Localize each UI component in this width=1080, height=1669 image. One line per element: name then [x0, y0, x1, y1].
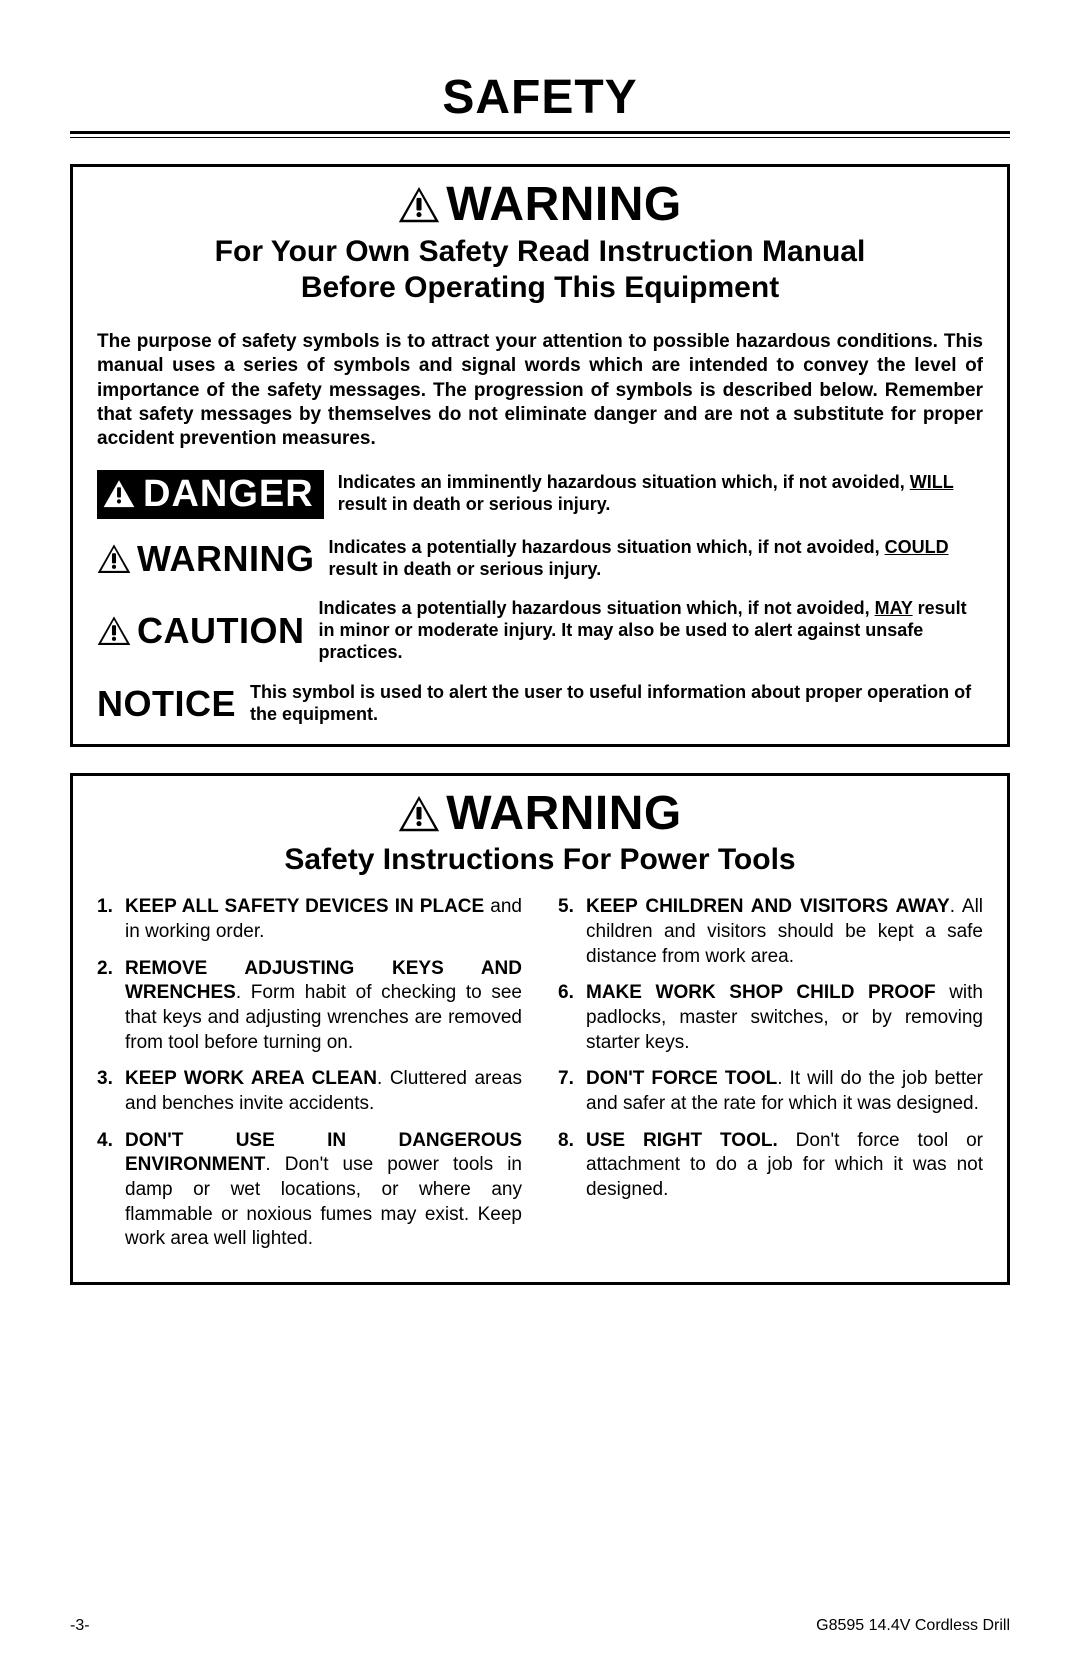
danger-desc: Indicates an imminently hazardous situat…: [338, 472, 983, 516]
warning-desc: Indicates a potentially hazardous situat…: [329, 537, 984, 581]
sub-heading-line2: Before Operating This Equipment: [97, 270, 983, 306]
alert-triangle-icon: [398, 795, 440, 833]
caution-label-box: CAUTION: [97, 610, 305, 652]
item-body: KEEP CHILDREN AND VISITORS AWAY. All chi…: [586, 895, 983, 969]
item-number: 6.: [558, 981, 586, 1055]
power-tools-box: WARNING Safety Instructions For Power To…: [70, 773, 1010, 1285]
item-lead: KEEP CHILDREN AND VISITORS AWAY: [586, 896, 950, 917]
instruction-item: 7.DON'T FORCE TOOL. It will do the job b…: [558, 1067, 983, 1116]
notice-desc: This symbol is used to alert the user to…: [250, 682, 983, 726]
warning-header-2: WARNING: [97, 786, 983, 841]
sub-heading-line1: For Your Own Safety Read Instruction Man…: [97, 234, 983, 270]
warning-row: WARNING Indicates a potentially hazardou…: [97, 537, 983, 581]
warning-label: WARNING: [137, 538, 315, 580]
item-body: USE RIGHT TOOL. Don't force tool or atta…: [586, 1129, 983, 1203]
warning-word: WARNING: [446, 177, 681, 232]
sub-heading: For Your Own Safety Read Instruction Man…: [97, 234, 983, 306]
item-body: MAKE WORK SHOP CHILD PROOF with padlocks…: [586, 981, 983, 1055]
left-column: 1.KEEP ALL SAFETY DEVICES IN PLACE and i…: [97, 895, 522, 1264]
item-number: 8.: [558, 1129, 586, 1203]
instruction-item: 5.KEEP CHILDREN AND VISITORS AWAY. All c…: [558, 895, 983, 969]
page-number: -3-: [70, 1617, 90, 1635]
item-lead: KEEP ALL SAFETY DEVICES IN PLACE: [125, 896, 484, 917]
alert-triangle-icon: [97, 615, 131, 647]
item-lead: KEEP WORK AREA CLEAN: [125, 1068, 377, 1089]
safety-symbols-box: WARNING For Your Own Safety Read Instruc…: [70, 164, 1010, 747]
item-body: KEEP ALL SAFETY DEVICES IN PLACE and in …: [125, 895, 522, 944]
caution-desc: Indicates a potentially hazardous situat…: [319, 598, 984, 664]
power-tools-heading: Safety Instructions For Power Tools: [97, 843, 983, 877]
instruction-columns: 1.KEEP ALL SAFETY DEVICES IN PLACE and i…: [97, 895, 983, 1264]
item-number: 1.: [97, 895, 125, 944]
alert-triangle-icon: [398, 186, 440, 224]
item-number: 3.: [97, 1067, 125, 1116]
notice-label: NOTICE: [97, 683, 236, 725]
item-lead: USE RIGHT TOOL.: [586, 1130, 778, 1151]
danger-row: DANGER Indicates an imminently hazardous…: [97, 470, 983, 519]
caution-label: CAUTION: [137, 610, 305, 652]
item-lead: DON'T FORCE TOOL: [586, 1068, 777, 1089]
caution-row: CAUTION Indicates a potentially hazardou…: [97, 598, 983, 664]
item-body: DON'T FORCE TOOL. It will do the job bet…: [586, 1067, 983, 1116]
instruction-item: 1.KEEP ALL SAFETY DEVICES IN PLACE and i…: [97, 895, 522, 944]
title-rule: [70, 131, 1010, 138]
instruction-item: 3.KEEP WORK AREA CLEAN. Cluttered areas …: [97, 1067, 522, 1116]
instruction-item: 4.DON'T USE IN DANGEROUS ENVIRONMENT. Do…: [97, 1129, 522, 1252]
doc-id: G8595 14.4V Cordless Drill: [816, 1617, 1010, 1635]
warning-label-box: WARNING: [97, 538, 315, 580]
item-body: KEEP WORK AREA CLEAN. Cluttered areas an…: [125, 1067, 522, 1116]
item-lead: MAKE WORK SHOP CHILD PROOF: [586, 982, 936, 1003]
item-number: 4.: [97, 1129, 125, 1252]
warning-header: WARNING: [97, 177, 983, 232]
item-number: 5.: [558, 895, 586, 969]
instruction-item: 8.USE RIGHT TOOL. Don't force tool or at…: [558, 1129, 983, 1203]
alert-triangle-icon: [97, 543, 131, 575]
item-number: 2.: [97, 957, 125, 1056]
page-title: SAFETY: [70, 70, 1010, 125]
page-footer: -3- G8595 14.4V Cordless Drill: [70, 1617, 1010, 1635]
right-column: 5.KEEP CHILDREN AND VISITORS AWAY. All c…: [558, 895, 983, 1264]
alert-triangle-icon: [103, 479, 135, 509]
item-number: 7.: [558, 1067, 586, 1116]
intro-paragraph: The purpose of safety symbols is to attr…: [97, 330, 983, 452]
danger-label-box: DANGER: [97, 470, 324, 519]
instruction-item: 2.REMOVE ADJUSTING KEYS AND WRENCHES. Fo…: [97, 957, 522, 1056]
item-body: REMOVE ADJUSTING KEYS AND WRENCHES. Form…: [125, 957, 522, 1056]
warning-word-2: WARNING: [446, 786, 681, 841]
item-body: DON'T USE IN DANGEROUS ENVIRONMENT. Don'…: [125, 1129, 522, 1252]
notice-row: NOTICE This symbol is used to alert the …: [97, 682, 983, 726]
instruction-item: 6.MAKE WORK SHOP CHILD PROOF with padloc…: [558, 981, 983, 1055]
danger-label: DANGER: [143, 473, 314, 516]
